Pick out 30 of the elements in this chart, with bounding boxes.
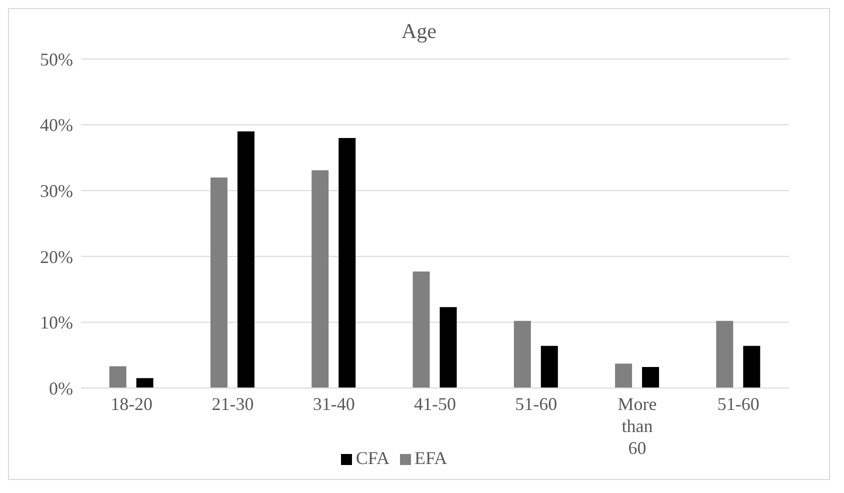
- bar: [312, 170, 329, 388]
- y-tick-label: 50%: [40, 49, 73, 70]
- bar: [412, 272, 430, 388]
- y-tick-label: 40%: [40, 115, 73, 136]
- bar: [642, 366, 660, 388]
- x-tick-label: 51-60: [717, 394, 760, 414]
- bar: [514, 320, 531, 388]
- legend-label: EFA: [414, 448, 448, 468]
- y-tick-label: 0%: [49, 378, 73, 398]
- bar: [540, 346, 558, 388]
- x-tick-label: 31-40: [312, 394, 355, 414]
- x-tick-label: 51-60: [515, 394, 558, 414]
- x-tick-label: 21-30: [212, 394, 254, 414]
- y-tick-label: 30%: [40, 180, 73, 201]
- bar: [440, 307, 457, 388]
- bar: [743, 346, 760, 388]
- chart-title: Age: [400, 18, 438, 45]
- bar: [136, 378, 154, 388]
- bar: [109, 366, 126, 388]
- x-tick-label: 41-50: [414, 394, 456, 414]
- legend-label: CFA: [356, 448, 390, 468]
- bar: [210, 177, 228, 388]
- y-tick-label: 10%: [40, 312, 73, 333]
- x-tick-label: 18-20: [110, 394, 153, 414]
- bar: [615, 364, 632, 388]
- x-tick-label: More than 60: [618, 394, 657, 458]
- bar: [237, 131, 254, 388]
- bar: [716, 320, 734, 388]
- bar: [338, 138, 356, 388]
- y-tick-label: 20%: [40, 246, 73, 267]
